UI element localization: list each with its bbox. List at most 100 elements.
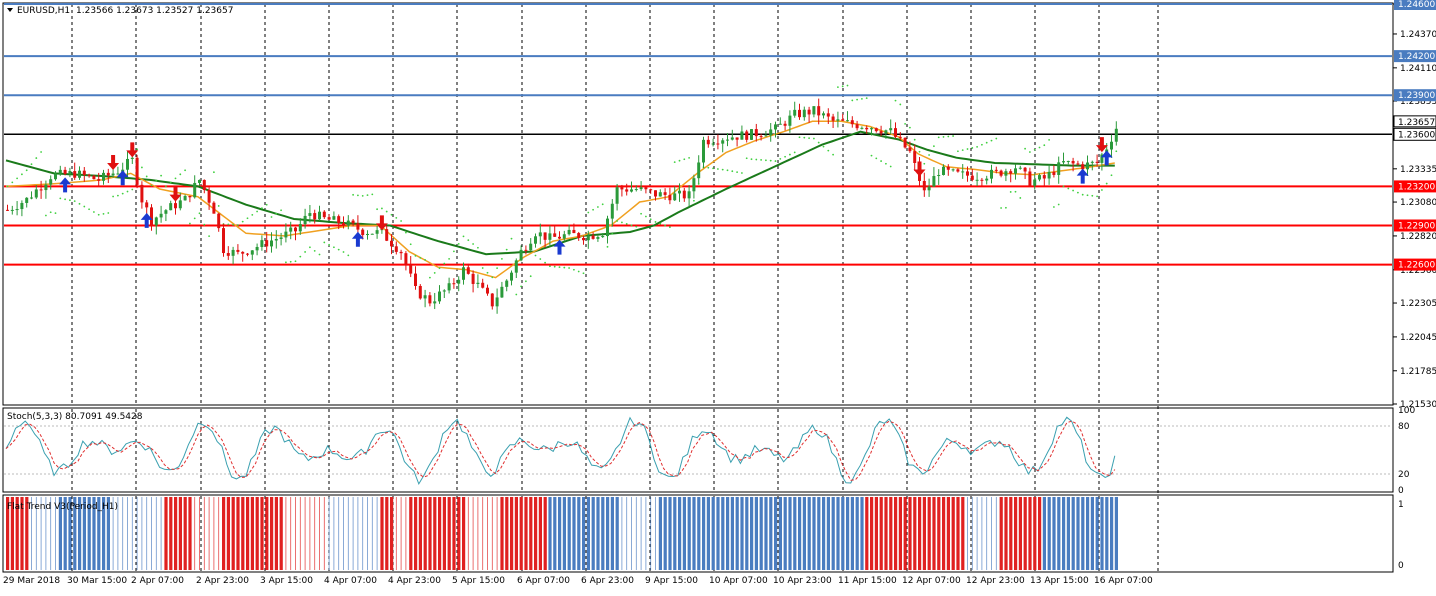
candle-body (471, 273, 475, 284)
trend-bar (562, 497, 566, 570)
sar-dot (352, 193, 354, 196)
flat-trend-title: Flat Trend V3(Period_H1) (7, 502, 118, 512)
stochastic-signal-line (5, 420, 1116, 481)
flat-trend-histogram: 10 (6, 497, 1404, 571)
sar-dot (889, 165, 892, 168)
stochastic-lines: 100 80 20 0 (4, 406, 1415, 496)
trend-bar (174, 497, 178, 570)
candle-body (601, 236, 605, 238)
sar-dot (1086, 194, 1089, 197)
trend-bar (678, 497, 682, 570)
candle-body (342, 223, 345, 226)
trend-bar (1052, 497, 1056, 570)
candle-body (596, 237, 600, 239)
candle-body (241, 251, 245, 254)
trend-bar (745, 497, 749, 570)
price-tick-label: 1.22045 (1400, 333, 1436, 343)
stochastic-main-line (5, 416, 1116, 486)
sar-dot (150, 184, 153, 187)
time-axis-label: 12 Apr 07:00 (902, 576, 961, 586)
sar-dot (313, 249, 316, 252)
sar-dot (597, 206, 599, 208)
candle-body (428, 295, 432, 304)
candle-body (97, 179, 101, 181)
candle-body (1038, 175, 1041, 180)
sar-dot (525, 280, 527, 283)
trend-bar (553, 497, 557, 570)
sar-dot (371, 193, 374, 196)
candle-body (543, 232, 547, 240)
sar-dot (717, 168, 719, 170)
sar-dot (347, 254, 350, 257)
candle-body (82, 170, 86, 175)
candle-body (553, 233, 557, 237)
trend-bar (922, 497, 926, 570)
trend-bar (894, 497, 898, 570)
sar-dot (539, 258, 542, 260)
trend-bar (68, 497, 72, 570)
sar-dot (457, 242, 460, 245)
candle-body (879, 131, 883, 134)
candle-body (303, 215, 307, 225)
trend-bar (606, 497, 610, 570)
sar-dot (400, 220, 402, 222)
time-axis-label: 4 Apr 07:00 (324, 576, 377, 586)
candle-body (10, 209, 14, 211)
sar-dot (285, 261, 287, 264)
trend-bar (418, 497, 422, 570)
candle-body (476, 282, 480, 284)
time-axis: 29 Mar 2018 30 Mar 15:00 2 Apr 07:00 2 Apr … (3, 576, 1153, 586)
candle-body (20, 202, 24, 210)
trend-bar (1081, 497, 1085, 570)
sar-dot (1105, 182, 1108, 185)
trend-bar (390, 497, 394, 570)
candle-body (106, 172, 110, 176)
sar-dot (232, 223, 235, 226)
sar-dot (933, 145, 935, 148)
signal-arrows (59, 137, 1113, 255)
sar-dot (107, 212, 110, 214)
candle-body (505, 280, 509, 287)
candle-body (1110, 141, 1113, 150)
sar-dot (117, 194, 119, 197)
trend-bar (750, 497, 754, 570)
trend-bar (582, 497, 586, 570)
candle-body (78, 170, 81, 178)
symbol-dropdown-icon[interactable] (7, 8, 13, 12)
candle-body (822, 113, 825, 116)
buy-arrow (140, 212, 153, 228)
candle-body (908, 147, 912, 152)
sar-dot (750, 158, 753, 161)
sar-dot (25, 169, 28, 172)
time-axis-label: 10 Apr 07:00 (709, 576, 768, 586)
trend-bar (577, 497, 581, 570)
candle-body (1023, 167, 1027, 172)
candle-body (615, 187, 619, 204)
sar-dot (793, 151, 796, 154)
sar-dot (1019, 197, 1022, 199)
candle-body (399, 251, 403, 254)
sar-dot (1014, 190, 1017, 193)
sar-dot (1081, 193, 1084, 196)
sar-dot (261, 207, 263, 210)
sar-dot (822, 145, 825, 148)
trend-bar (534, 497, 538, 570)
sar-dot (563, 266, 566, 269)
symbol-label[interactable]: EURUSD,H1 (17, 6, 70, 16)
sar-dot (697, 183, 700, 185)
candle-body (558, 236, 561, 239)
trend-bar (865, 497, 869, 570)
sar-dot (208, 235, 211, 238)
candle-body (961, 171, 965, 173)
stochastic-pane-frame (2, 407, 1394, 493)
candle-body (332, 216, 336, 220)
sar-dot (1038, 146, 1041, 149)
trend-bar (793, 497, 797, 570)
sar-dot (1101, 189, 1103, 191)
trend-bar (226, 497, 230, 570)
sar-dot (256, 210, 258, 213)
candle-body (870, 128, 873, 130)
candle-body (1004, 171, 1008, 176)
